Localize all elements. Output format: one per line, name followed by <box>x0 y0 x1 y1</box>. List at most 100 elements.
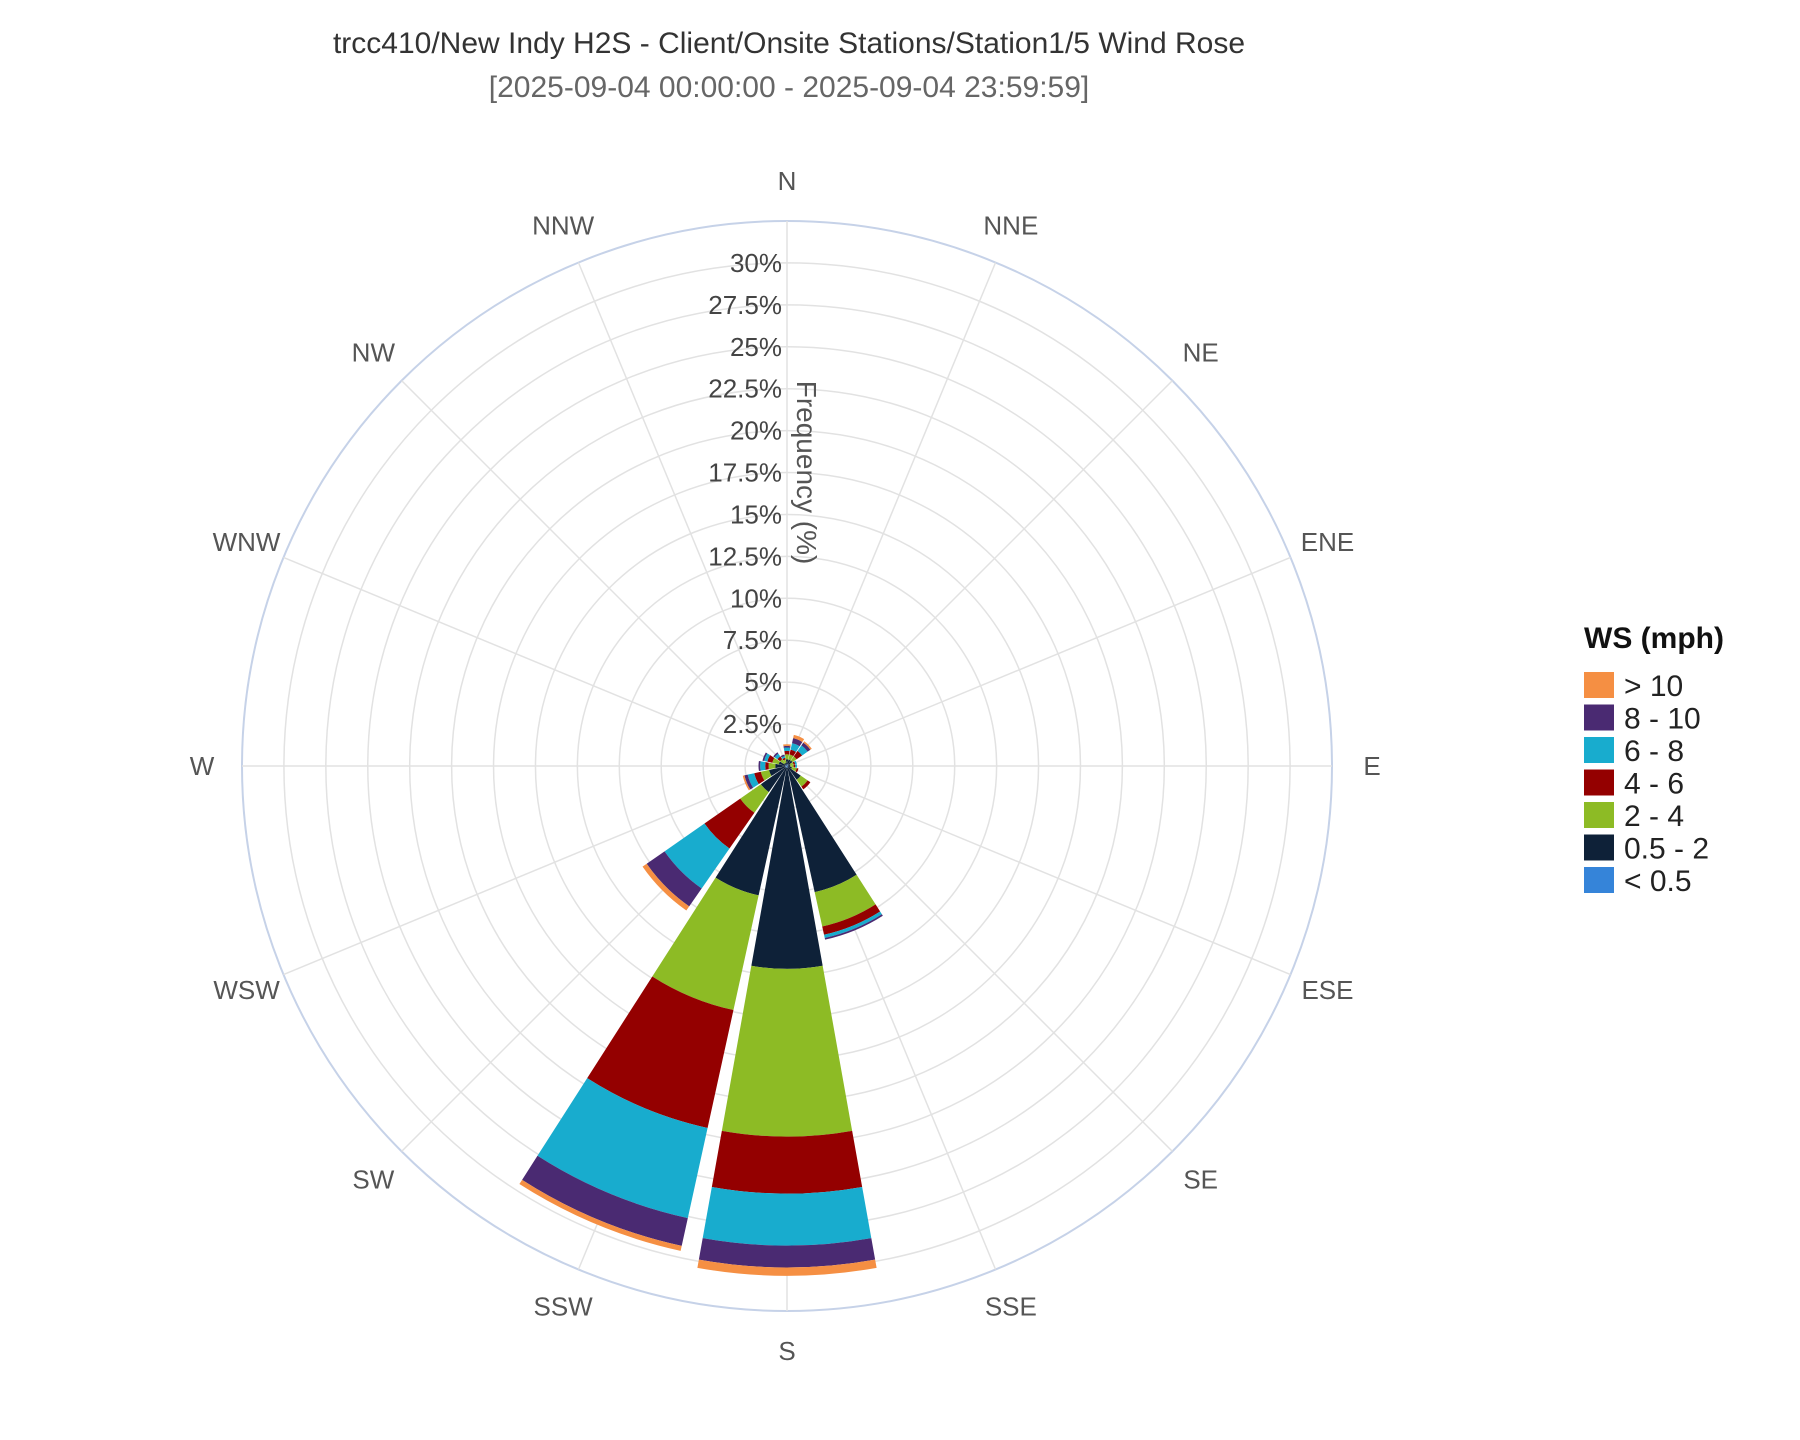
bar-NE-seg-1 <box>787 760 793 766</box>
bar-N-seg-0 <box>786 764 788 766</box>
legend-swatch <box>1584 769 1614 796</box>
chart-subtitle: [2025-09-04 00:00:00 - 2025-09-04 23:59:… <box>489 71 1089 104</box>
bar-SSE-seg-2 <box>814 874 876 927</box>
bar-ESE-seg-2 <box>791 767 797 772</box>
radial-tick-label: 15% <box>730 499 782 529</box>
bar-NE-seg-4 <box>797 745 808 756</box>
bar-SW-seg-3 <box>704 798 755 849</box>
bar-SW-seg-0 <box>785 766 787 768</box>
bar-WSW-seg-2 <box>760 769 772 781</box>
bar-SSW-seg-3 <box>587 976 734 1128</box>
bar-ENE-seg-3 <box>792 761 796 765</box>
chart-title: trcc410/New Indy H2S - Client/Onsite Sta… <box>333 27 1245 60</box>
bar-SE-seg-3 <box>801 780 811 790</box>
spoke-ESE <box>786 765 1291 976</box>
bar-N-seg-3 <box>784 750 790 755</box>
bar-SW-seg-5 <box>646 851 702 907</box>
direction-label-N: N <box>778 166 797 196</box>
bar-S-seg-3 <box>711 1130 863 1194</box>
bar-ENE-seg-1 <box>787 764 791 766</box>
legend-label: 4 - 6 <box>1624 768 1684 801</box>
bar-NNE-seg-2 <box>788 754 794 761</box>
bar-SSW-seg-5 <box>522 1155 688 1246</box>
bar-W-seg-1 <box>775 763 786 769</box>
bar-NE-seg-6 <box>803 741 812 750</box>
direction-label-SSE: SSE <box>985 1291 1037 1321</box>
bar-NNW-seg-4 <box>781 756 786 759</box>
bar-W-seg-0 <box>785 765 787 767</box>
bar-ESE-seg-1 <box>787 766 792 769</box>
bar-NW-seg-2 <box>780 759 786 765</box>
bar-SSW-seg-2 <box>652 877 759 1011</box>
bar-ENE-seg-2 <box>789 762 794 766</box>
bar-NNE-seg-4 <box>790 743 800 752</box>
bar-NNW-seg-2 <box>783 759 787 764</box>
bar-S-seg-0 <box>786 766 788 768</box>
bar-WNW-seg-1 <box>778 761 786 766</box>
bar-E-seg-2 <box>790 764 794 768</box>
bar-NW-seg-1 <box>784 763 787 766</box>
direction-label-NNW: NNW <box>532 211 595 241</box>
bar-SSW-seg-1 <box>715 767 787 896</box>
legend-items: > 108 - 106 - 84 - 62 - 40.5 - 2< 0.5 <box>1584 670 1709 898</box>
direction-label-NE: NE <box>1183 337 1219 367</box>
direction-labels: N NNE NE ENE E ESE SE SSE S SSW SW WSW W WNW NW NNW <box>190 166 1381 1366</box>
bar-NW-seg-4 <box>774 753 781 760</box>
bar-N-seg-6 <box>783 744 791 747</box>
bar-NNE-seg-5 <box>792 738 803 747</box>
bar-NW-seg-5 <box>773 752 779 758</box>
direction-label-SW: SW <box>352 1165 394 1195</box>
legend-label: 0.5 - 2 <box>1624 833 1709 866</box>
radial-tick-label: 5% <box>744 667 782 697</box>
legend: WS (mph) > 108 - 106 - 84 - 62 - 40.5 - … <box>1584 622 1724 898</box>
bar-WNW-seg-5 <box>762 752 768 761</box>
direction-label-WSW: WSW <box>213 975 280 1005</box>
bar-W-seg-5 <box>758 760 761 772</box>
bar-SSW-seg-4 <box>537 1078 708 1219</box>
bar-WSW-seg-5 <box>744 774 754 790</box>
direction-label-S: S <box>778 1336 795 1366</box>
bar-SE-seg-2 <box>796 775 808 787</box>
bar-S-seg-4 <box>702 1186 872 1246</box>
bar-SSE-seg-0 <box>787 766 788 768</box>
legend-label: < 0.5 <box>1624 865 1692 898</box>
bar-W-seg-3 <box>765 762 769 770</box>
direction-label-ENE: ENE <box>1301 527 1354 557</box>
bar-SW-seg-4 <box>664 823 730 889</box>
legend-label: > 10 <box>1624 670 1683 703</box>
bar-NNE-seg-0 <box>787 764 788 766</box>
radial-tick-label: 30% <box>730 248 782 278</box>
legend-label: 6 - 8 <box>1624 735 1684 768</box>
bar-S-seg-1 <box>751 767 823 969</box>
radial-tick-labels: 2.5% 5% 7.5% 10% 12.5% 15% 17.5% 20% 22.5% 25% 27.… <box>708 248 782 739</box>
spoke-SE <box>786 765 1173 1152</box>
bar-SSE-seg-1 <box>787 767 857 893</box>
radial-tick-label: 12.5% <box>708 541 782 571</box>
legend-label: 8 - 10 <box>1624 703 1701 736</box>
spoke-NE <box>786 380 1173 767</box>
bar-E-seg-3 <box>793 764 796 768</box>
wind-rose-bars <box>519 734 883 1276</box>
direction-label-NNE: NNE <box>983 211 1038 241</box>
bar-WSW-seg-6 <box>742 775 751 791</box>
bar-ENE-seg-4 <box>794 760 797 765</box>
bar-SW-seg-1 <box>760 766 787 793</box>
bar-W-seg-2 <box>768 762 776 770</box>
bar-SSE-seg-3 <box>822 904 881 935</box>
radial-tick-label: 10% <box>730 583 782 613</box>
radial-axis-title: Frequency (%) <box>791 381 822 565</box>
bar-WSW-seg-0 <box>785 766 787 767</box>
bar-SSE-seg-4 <box>824 911 882 938</box>
bar-SSW-seg-6 <box>519 1179 682 1251</box>
legend-swatch <box>1584 737 1614 763</box>
bar-NE-seg-3 <box>793 750 803 760</box>
bar-WSW-seg-3 <box>754 771 765 785</box>
bar-WSW-seg-1 <box>768 766 786 776</box>
bar-NNW-seg-3 <box>782 757 786 761</box>
spoke-NNW <box>577 262 788 767</box>
spoke-WSW <box>283 765 788 976</box>
radial-tick-label: 27.5% <box>708 290 782 320</box>
direction-label-W: W <box>190 751 215 781</box>
bar-NNE-seg-3 <box>789 749 797 757</box>
